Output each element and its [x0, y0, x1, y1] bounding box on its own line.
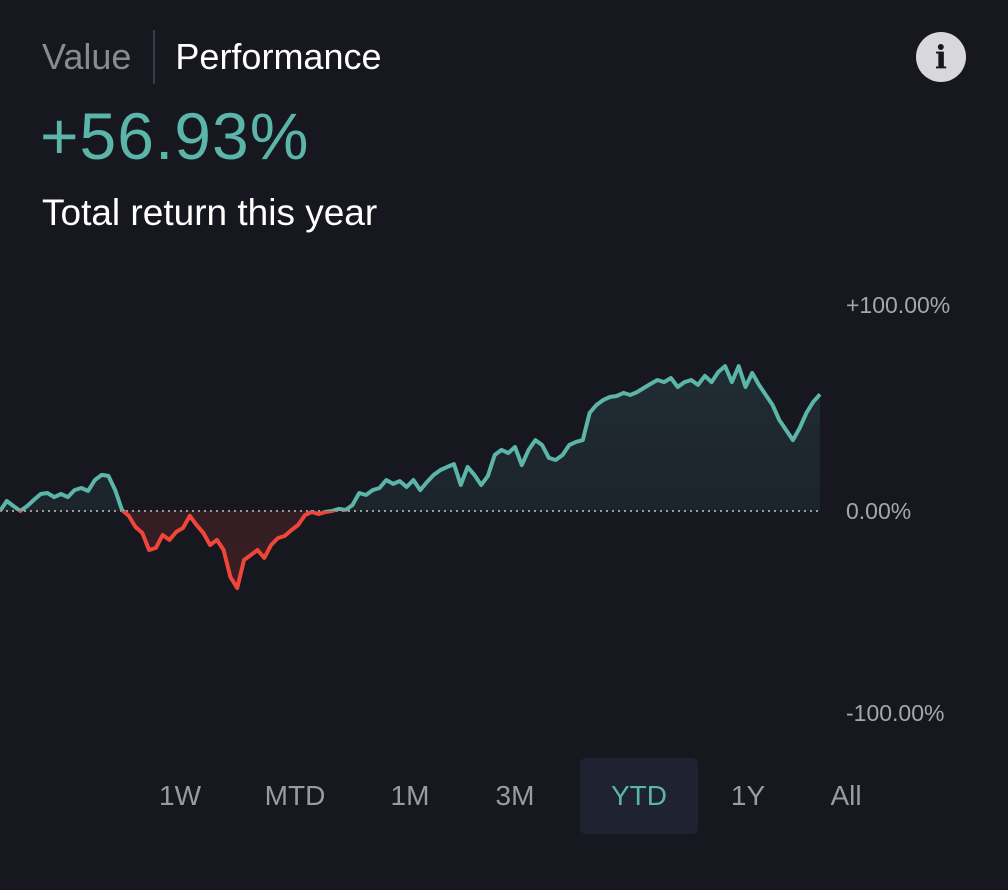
positive-area: [0, 366, 820, 511]
view-tabs: Value Performance: [42, 30, 382, 84]
return-line-negative: [0, 511, 348, 591]
range-1w[interactable]: 1W: [159, 780, 201, 811]
range-3m[interactable]: 3M: [495, 780, 535, 811]
negative-area: [0, 511, 820, 589]
range-ytd[interactable]: YTD: [580, 758, 698, 834]
return-line-positive: [0, 364, 822, 511]
y-tick-label: -100.00%: [846, 700, 944, 726]
range-1m[interactable]: 1M: [390, 780, 430, 811]
total-return-value: +56.93%: [40, 99, 310, 173]
range-all[interactable]: All: [830, 780, 862, 811]
y-tick-label: +100.00%: [846, 292, 950, 318]
tab-performance[interactable]: Performance: [175, 36, 382, 77]
range-mtd[interactable]: MTD: [264, 780, 326, 811]
info-icon[interactable]: i: [916, 32, 966, 82]
total-return-label: Total return this year: [42, 192, 378, 233]
y-tick-label: 0.00%: [846, 498, 911, 524]
tab-divider: [153, 30, 156, 84]
range-selector: 1W MTD 1M 3M YTD 1Y All: [140, 758, 894, 834]
range-1y[interactable]: 1Y: [730, 780, 766, 811]
tab-value[interactable]: Value: [42, 36, 132, 77]
